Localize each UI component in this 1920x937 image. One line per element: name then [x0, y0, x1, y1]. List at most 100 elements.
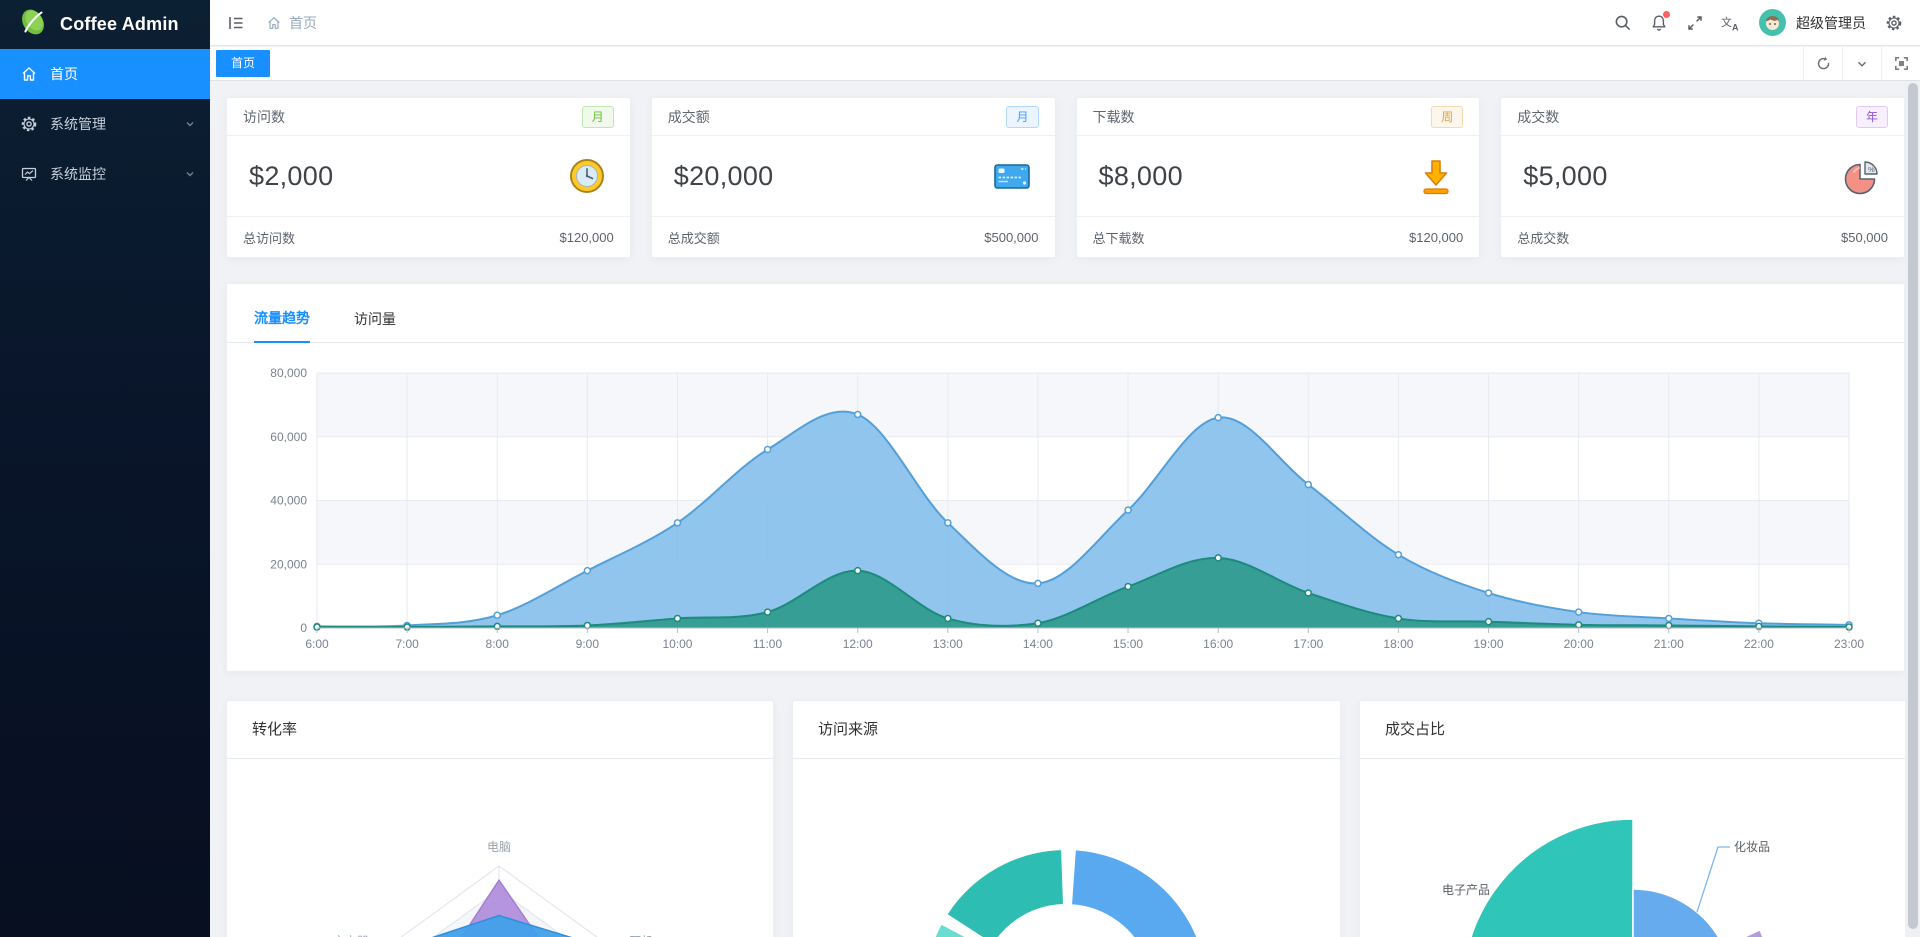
- sidebar-item-home[interactable]: 首页: [0, 49, 210, 99]
- visit-source-donut-chart: [935, 850, 1197, 937]
- home-icon: [268, 16, 280, 29]
- monitor-icon: [21, 167, 37, 181]
- svg-text:21:00: 21:00: [1654, 637, 1684, 651]
- maximize-icon: [1894, 57, 1908, 70]
- period-badge: 月: [581, 105, 614, 128]
- avatar[interactable]: [1759, 9, 1786, 36]
- svg-text:%: %: [1868, 165, 1875, 174]
- pie-slice-label: 电子产品: [1442, 883, 1490, 897]
- clock-icon: [569, 159, 604, 193]
- notifications-button[interactable]: [1643, 7, 1675, 39]
- stat-value: $20,000: [673, 160, 774, 191]
- download-icon: [1423, 160, 1449, 195]
- card-title: 转化率: [227, 701, 773, 759]
- svg-text:14:00: 14:00: [1023, 637, 1053, 651]
- stat-footer-value: $120,000: [559, 229, 614, 245]
- stat-footer-label: 总成交数: [1517, 230, 1570, 246]
- notification-badge: [1663, 10, 1670, 18]
- svg-text:11:00: 11:00: [753, 637, 782, 651]
- trend-tabs: 流量趋势 访问量: [227, 284, 1904, 343]
- svg-text:80,000: 80,000: [270, 366, 307, 380]
- refresh-icon: [1817, 56, 1829, 70]
- pie-slice: [1632, 888, 1720, 937]
- stat-footer-label: 总成交额: [667, 230, 720, 246]
- svg-text:20,000: 20,000: [270, 557, 307, 571]
- gear-icon: [21, 116, 37, 132]
- pie-icon: %: [1844, 161, 1878, 195]
- stat-footer-label: 总下载数: [1092, 230, 1145, 246]
- card-title: 成交占比: [1360, 701, 1905, 759]
- breadcrumb[interactable]: 首页: [266, 13, 317, 33]
- chevron-down-icon: [186, 172, 194, 177]
- sidebar-item-system-management[interactable]: 系统管理: [0, 99, 210, 149]
- translate-icon: 文 A: [1721, 15, 1739, 32]
- radar-axis-label: 电脑: [487, 840, 511, 854]
- pie-slice-label: 化妆品: [1734, 840, 1770, 854]
- app-title: Coffee Admin: [60, 13, 179, 34]
- svg-text:10:00: 10:00: [662, 637, 692, 651]
- gear-icon: [1886, 15, 1902, 30]
- stat-value: $2,000: [249, 160, 334, 191]
- svg-text:文: 文: [1721, 15, 1732, 29]
- stat-value: $8,000: [1098, 160, 1183, 191]
- maximize-button[interactable]: [1881, 47, 1920, 80]
- chevron-down-icon: [1857, 61, 1867, 67]
- language-button[interactable]: 文 A: [1715, 7, 1747, 39]
- tab-home[interactable]: 首页: [216, 50, 271, 77]
- donut-segment: [947, 850, 1064, 937]
- svg-text:13:00: 13:00: [933, 637, 963, 651]
- svg-text:23:00: 23:00: [1834, 637, 1864, 651]
- svg-text:A: A: [1732, 22, 1739, 32]
- app-logo[interactable]: Coffee Admin: [0, 0, 210, 48]
- pie-slice: [1742, 928, 1764, 937]
- sidebar-menu: 首页 系统管理 系统监控: [0, 49, 210, 199]
- scrollbar-thumb[interactable]: [1908, 83, 1918, 929]
- conversion-rate-card: 转化率 电脑耳机 充电器: [226, 700, 774, 937]
- svg-text:9:00: 9:00: [576, 637, 600, 651]
- period-badge: 月: [1006, 105, 1039, 128]
- search-icon: [1615, 15, 1631, 30]
- tab-visit-volume[interactable]: 访问量: [354, 311, 396, 327]
- refresh-button[interactable]: [1803, 47, 1842, 80]
- fullscreen-button[interactable]: [1679, 7, 1711, 39]
- search-button[interactable]: [1607, 7, 1639, 39]
- settings-button[interactable]: [1878, 7, 1910, 39]
- stat-footer-value: $120,000: [1409, 229, 1464, 245]
- stat-card-title: 成交额: [667, 108, 710, 125]
- radar-axis-label: 充电器: [333, 934, 369, 937]
- svg-text:12:00: 12:00: [843, 637, 873, 651]
- svg-text:20:00: 20:00: [1564, 637, 1594, 651]
- credit-card-icon: [993, 164, 1030, 189]
- sidebar-collapse-button[interactable]: [220, 7, 252, 39]
- stat-card-turnover: 成交额 月 $20,000 总成交额 $500,: [650, 97, 1056, 258]
- svg-text:16:00: 16:00: [1203, 637, 1233, 651]
- sidebar-item-label: 系统管理: [50, 116, 106, 132]
- main-content: 访问数 月 $2,000 总访问数 $120,000: [210, 82, 1905, 937]
- svg-text:17:00: 17:00: [1293, 637, 1323, 651]
- avatar-image: [1759, 9, 1786, 36]
- card-title: 访问来源: [793, 701, 1340, 759]
- svg-text:8:00: 8:00: [486, 637, 510, 651]
- tab-options-button[interactable]: [1842, 47, 1881, 80]
- sidebar-item-system-monitor[interactable]: 系统监控: [0, 149, 210, 199]
- bottom-cards-row: 转化率 电脑耳机 充电器 访问来源 成交占比 电子产品 化妆品: [226, 700, 1905, 937]
- svg-text:40,000: 40,000: [270, 494, 307, 508]
- tag-tabbar: 首页: [210, 47, 1920, 81]
- fullscreen-icon: [1688, 15, 1702, 30]
- sidebar-item-label: 系统监控: [50, 166, 106, 182]
- sidebar: Coffee Admin 首页 系统管理: [0, 0, 210, 937]
- svg-text:7:00: 7:00: [395, 637, 419, 651]
- bell-icon: [1652, 15, 1666, 31]
- svg-text:60,000: 60,000: [270, 430, 307, 444]
- stat-card-downloads: 下载数 周 $8,000 总下载数 $120,000: [1075, 97, 1481, 258]
- topbar: 首页: [210, 0, 1920, 46]
- username[interactable]: 超级管理员: [1796, 14, 1866, 31]
- stat-footer-value: $500,000: [984, 229, 1039, 245]
- svg-text:0: 0: [300, 621, 307, 635]
- stat-footer-label: 总访问数: [243, 230, 296, 246]
- visit-source-card: 访问来源: [792, 700, 1341, 937]
- tab-traffic-trend[interactable]: 流量趋势: [254, 308, 310, 343]
- svg-text:6:00: 6:00: [305, 637, 329, 651]
- traffic-trend-card: 流量趋势 访问量 6:00 7:00 8:00 9:00 10:00 11:00 12:00…: [226, 283, 1905, 672]
